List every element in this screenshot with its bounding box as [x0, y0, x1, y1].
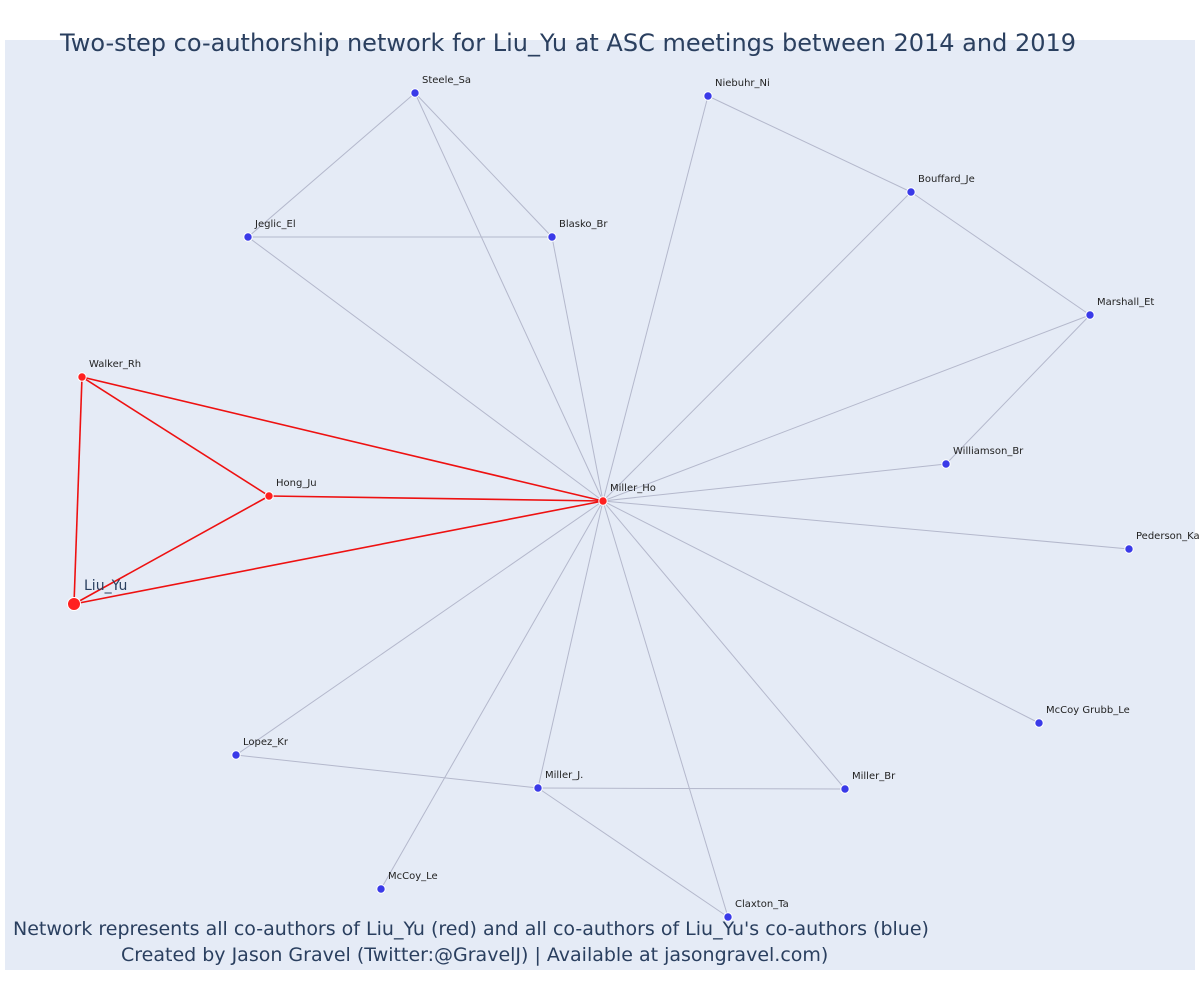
edge-marshall-et-miller-ho	[602, 314, 1091, 502]
node-label-niebuhr-ni: Niebuhr_Ni	[715, 78, 770, 89]
node-label-blasko-br: Blasko_Br	[559, 219, 608, 230]
node-claxton-ta[interactable]	[723, 912, 733, 922]
edge-miller-j-claxton-ta	[537, 787, 729, 918]
edge-blasko-br-miller-ho	[551, 236, 604, 502]
edge-mccoy-le-miller-ho	[380, 500, 604, 890]
node-label-miller-br: Miller_Br	[852, 771, 896, 782]
edge-claxton-ta-miller-ho	[602, 500, 729, 918]
node-label-miller-ho: Miller_Ho	[610, 483, 656, 494]
edge-miller-br-miller-ho	[602, 500, 846, 790]
edge-marshall-et-williamson-br	[945, 314, 1091, 465]
node-mccoy-grubb-le[interactable]	[1034, 718, 1044, 728]
edge-walker-rh-miller-ho	[81, 376, 604, 502]
node-label-miller-j: Miller_J.	[545, 770, 583, 781]
edge-steele-sa-miller-ho	[414, 92, 604, 502]
node-label-walker-rh: Walker_Rh	[89, 359, 141, 370]
node-label-liu-yu: Liu_Yu	[84, 578, 127, 594]
edge-steele-sa-jeglic-el	[247, 92, 416, 238]
node-label-pederson-ka: Pederson_Ka	[1136, 531, 1200, 542]
node-walker-rh[interactable]	[77, 372, 87, 382]
node-miller-ho[interactable]	[598, 496, 608, 506]
node-label-williamson-br: Williamson_Br	[953, 446, 1024, 457]
edge-mccoy-grubb-le-miller-ho	[602, 500, 1040, 724]
edge-niebuhr-ni-miller-ho	[602, 95, 709, 502]
node-bouffard-je[interactable]	[906, 187, 916, 197]
node-label-mccoy-grubb-le: McCoy Grubb_Le	[1046, 705, 1130, 716]
labels-layer: Liu_Yu Walker_Rh Hong_Ju Miller_Ho Steele_Sa…	[84, 75, 1200, 910]
chart-title: Two-step co-authorship network for Liu_Y…	[60, 29, 1077, 57]
node-label-lopez-kr: Lopez_Kr	[243, 737, 289, 748]
edge-bouffard-je-miller-ho	[602, 191, 912, 502]
caption-line-1: Network represents all co-authors of Liu…	[13, 918, 929, 940]
node-blasko-br[interactable]	[547, 232, 557, 242]
node-label-jeglic-el: Jeglic_El	[254, 219, 296, 230]
edge-williamson-br-miller-ho	[602, 463, 947, 502]
caption-line-2: Created by Jason Gravel (Twitter:@Gravel…	[121, 944, 829, 966]
node-label-bouffard-je: Bouffard_Je	[918, 174, 975, 185]
node-mccoy-le[interactable]	[376, 884, 386, 894]
node-miller-br[interactable]	[840, 784, 850, 794]
edge-jeglic-el-miller-ho	[247, 236, 604, 502]
edge-pederson-ka-miller-ho	[602, 500, 1130, 550]
edge-miller-j-miller-br	[537, 787, 846, 790]
nodes-layer	[67, 88, 1134, 922]
node-label-steele-sa: Steele_Sa	[422, 75, 471, 86]
edge-lopez-kr-miller-j	[235, 754, 539, 789]
node-label-hong-ju: Hong_Ju	[276, 478, 317, 489]
edge-liu-yu-hong-ju	[73, 495, 270, 605]
node-steele-sa[interactable]	[410, 88, 420, 98]
edge-steele-sa-blasko-br	[414, 92, 553, 238]
edge-liu-yu-walker-rh	[73, 376, 83, 605]
node-niebuhr-ni[interactable]	[703, 91, 713, 101]
node-label-marshall-et: Marshall_Et	[1097, 297, 1154, 308]
edge-bouffard-je-marshall-et	[910, 191, 1091, 316]
node-williamson-br[interactable]	[941, 459, 951, 469]
edge-hong-ju-miller-ho	[268, 495, 604, 502]
plot-area	[5, 40, 1195, 970]
node-marshall-et[interactable]	[1085, 310, 1095, 320]
edges-layer	[73, 92, 1130, 918]
node-pederson-ka[interactable]	[1124, 544, 1134, 554]
node-miller-j[interactable]	[533, 783, 543, 793]
edge-walker-rh-hong-ju	[81, 376, 270, 497]
node-label-mccoy-le: McCoy_Le	[388, 871, 438, 882]
node-hong-ju[interactable]	[264, 491, 274, 501]
edge-niebuhr-ni-bouffard-je	[707, 95, 912, 193]
node-lopez-kr[interactable]	[231, 750, 241, 760]
edge-miller-j-miller-ho	[537, 500, 604, 789]
edge-liu-yu-miller-ho	[73, 500, 604, 605]
node-label-claxton-ta: Claxton_Ta	[735, 899, 789, 910]
node-jeglic-el[interactable]	[243, 232, 253, 242]
node-liu-yu[interactable]	[67, 597, 81, 611]
edge-lopez-kr-miller-ho	[235, 500, 604, 756]
